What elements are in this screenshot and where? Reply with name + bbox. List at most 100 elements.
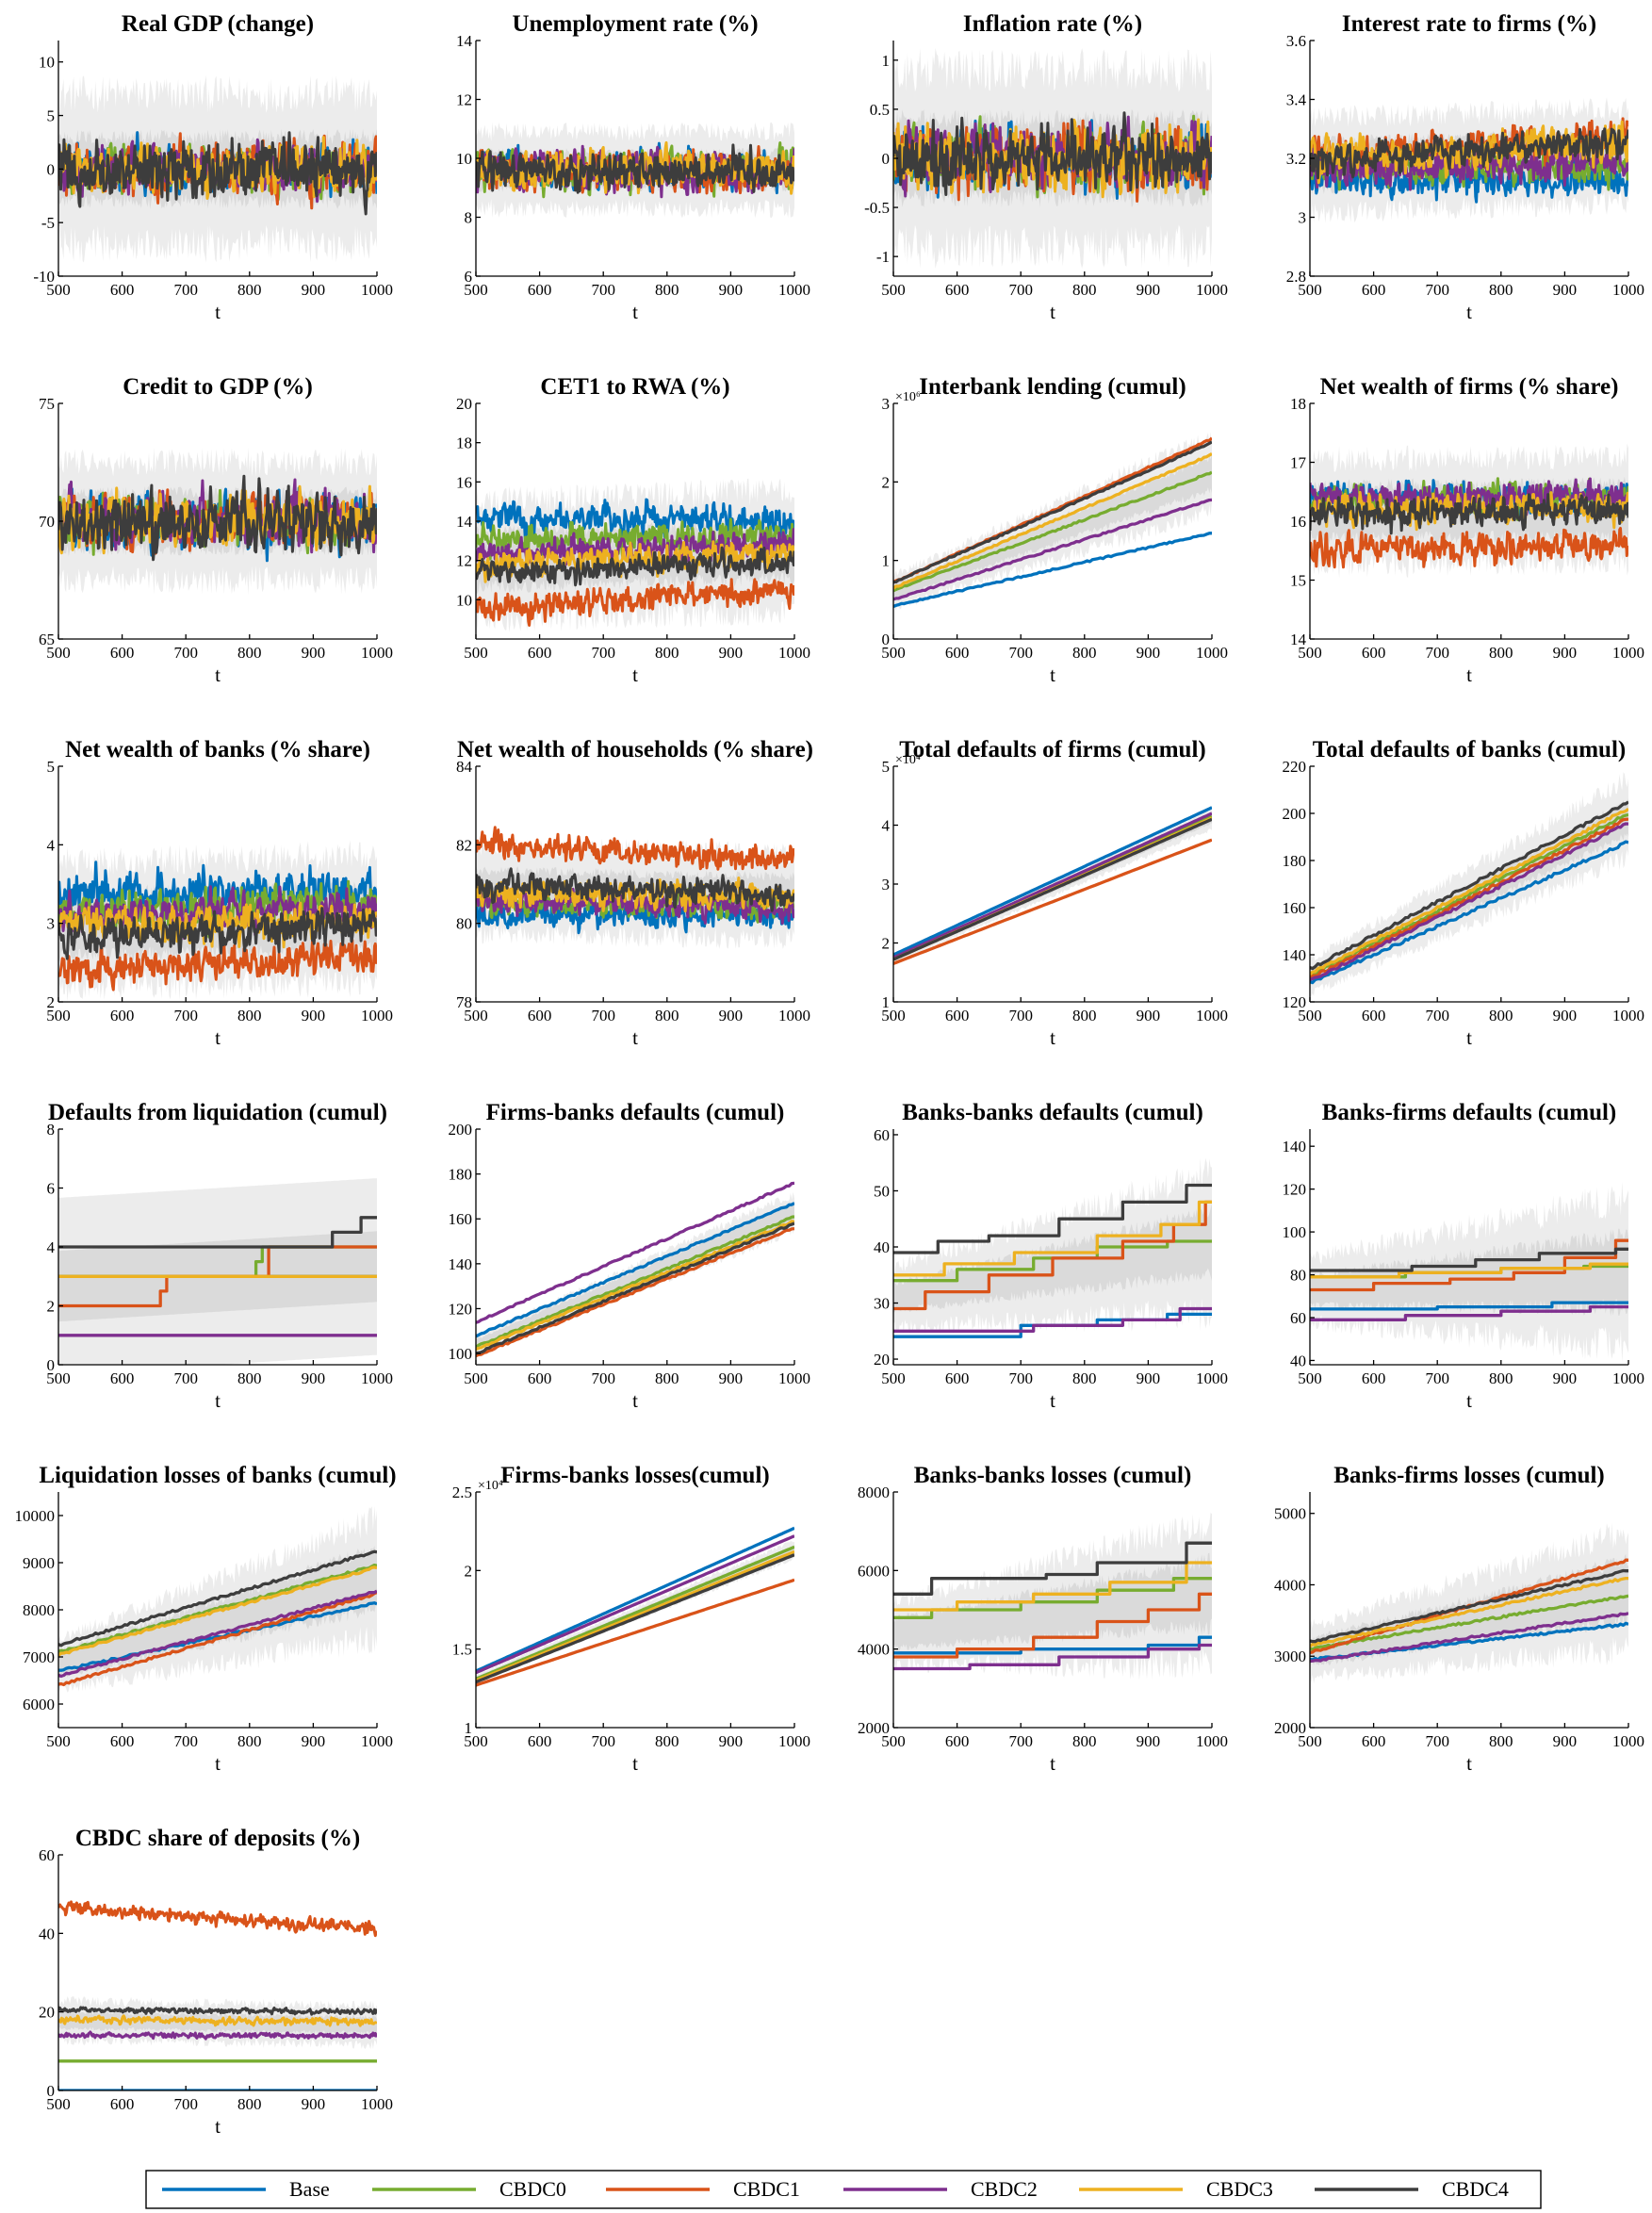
y-tick-label: 160 <box>449 1210 473 1228</box>
panel-title: Defaults from liquidation (cumul) <box>48 1100 387 1125</box>
panel-6: 10 12 14 16 18 20 500 600 700 800 900 1000 t CET1 to … <box>456 374 810 686</box>
x-axis-label: t <box>215 2115 221 2138</box>
x-tick-label: 700 <box>173 1007 198 1025</box>
x-axis-label: t <box>1050 1752 1055 1775</box>
x-tick-label: 900 <box>1553 281 1578 299</box>
series-cbdc1 <box>58 1591 377 1687</box>
x-tick-label: 600 <box>110 1369 135 1387</box>
x-tick-label: 800 <box>655 644 679 662</box>
x-tick-label: 900 <box>1553 644 1578 662</box>
plot-area <box>1310 772 1628 998</box>
panel-16: 40 60 80 100 120 140 500 600 700 800 900 1000 t Banks… <box>1283 1100 1645 1412</box>
panel-21: 0 20 40 60 500 600 700 800 900 1000 t CBDC share of… <box>39 1826 393 2138</box>
y-tick-label: 20 <box>874 1351 890 1369</box>
x-tick-label: 1000 <box>1612 1369 1644 1387</box>
series-cbdc1 <box>476 826 794 871</box>
series-base <box>893 1312 1212 1338</box>
series-cbdc1 <box>1310 527 1628 569</box>
series-cbdc3 <box>893 1200 1212 1277</box>
x-tick-label: 1000 <box>361 1369 393 1387</box>
x-axis-label: t <box>1466 1752 1472 1775</box>
y-tick-label: -1 <box>876 248 890 266</box>
band-inner <box>58 1546 377 1679</box>
x-tick-label: 500 <box>881 644 906 662</box>
band-inner <box>893 453 1212 599</box>
series-cbdc0 <box>893 1577 1212 1619</box>
x-tick-label: 500 <box>881 281 906 299</box>
panel-title: Banks-banks losses (cumul) <box>914 1463 1192 1488</box>
series-cbdc3 <box>1310 808 1628 976</box>
panel-title: Banks-firms defaults (cumul) <box>1322 1100 1617 1125</box>
y-tick-label: 4 <box>47 836 56 854</box>
y-tick-label: 10 <box>39 54 55 72</box>
series-cbdc2 <box>1310 1304 1628 1321</box>
x-tick-label: 900 <box>1553 1732 1578 1750</box>
y-tick-label: 140 <box>449 1255 473 1273</box>
y-tick-label: 1 <box>882 52 891 70</box>
y-tick-label: 6 <box>465 268 473 286</box>
x-tick-label: 700 <box>173 1369 198 1387</box>
series-base <box>893 1635 1212 1655</box>
x-axis-label: t <box>1466 301 1472 323</box>
y-tick-label: 1 <box>465 1719 473 1737</box>
y-tick-label: 18 <box>456 434 472 452</box>
x-tick-label: 500 <box>881 1732 906 1750</box>
x-tick-label: 600 <box>528 1369 552 1387</box>
x-tick-label: 600 <box>945 1369 970 1387</box>
series-cbdc1 <box>476 578 794 627</box>
x-tick-label: 800 <box>655 1732 679 1750</box>
y-tick-label: 20 <box>39 2004 55 2022</box>
x-tick-label: 500 <box>881 1007 906 1025</box>
x-axis-label: t <box>1050 664 1055 686</box>
legend-label-cbdc3: CBDC3 <box>1206 2177 1273 2201</box>
y-tick-label: 140 <box>1283 1138 1307 1156</box>
y-tick-label: 3 <box>882 395 891 413</box>
y-tick-label: 120 <box>449 1300 473 1318</box>
x-tick-label: 1000 <box>361 1732 393 1750</box>
x-tick-label: 800 <box>1072 644 1097 662</box>
x-tick-label: 800 <box>1072 281 1097 299</box>
y-tick-label: 220 <box>1283 758 1307 776</box>
x-tick-label: 900 <box>302 2095 326 2113</box>
series-cbdc2 <box>893 1643 1212 1671</box>
panel-17: 6000 7000 8000 9000 10000 500 600 700 800 900 1000… <box>15 1463 397 1775</box>
x-axis-label: t <box>215 1026 221 1049</box>
y-tick-label: 3 <box>1299 209 1307 227</box>
plot-area <box>893 1157 1212 1338</box>
panel-title: Real GDP (change) <box>122 11 314 37</box>
panel-13: 0 2 4 6 8 500 600 700 800 900 1000 t Defaults from l… <box>46 1100 393 1412</box>
y-tick-label: 2.8 <box>1286 268 1306 286</box>
panel-1: -10 -5 0 5 10 500 600 700 800 900 1000 t Real GDP (c… <box>33 11 393 323</box>
y-tick-label: 20 <box>456 395 472 413</box>
plot-area <box>58 1178 377 1365</box>
x-tick-label: 800 <box>237 281 262 299</box>
series-base <box>893 806 1212 957</box>
x-tick-label: 600 <box>110 644 135 662</box>
y-tick-label: 84 <box>456 758 473 776</box>
x-tick-label: 500 <box>464 281 488 299</box>
x-tick-label: 1000 <box>1196 1369 1228 1387</box>
x-tick-label: 600 <box>110 281 135 299</box>
x-tick-label: 600 <box>1362 281 1386 299</box>
y-tick-label: 8 <box>465 209 473 227</box>
x-tick-label: 700 <box>1008 1369 1033 1387</box>
panel-title: Banks-banks defaults (cumul) <box>902 1100 1203 1125</box>
panel-title: Inflation rate (%) <box>963 11 1142 37</box>
panel-20: 2000 3000 4000 5000 500 600 700 800 900 1000 t Bank… <box>1274 1463 1644 1775</box>
y-tick-label: 16 <box>456 473 472 491</box>
y-tick-label: 200 <box>1283 805 1307 823</box>
x-tick-label: 700 <box>591 644 615 662</box>
panel-15: 20 30 40 50 60 500 600 700 800 900 1000 t Banks-bank… <box>874 1100 1228 1412</box>
panel-title: Firms-banks losses(cumul) <box>500 1463 769 1488</box>
panel-14: 100 120 140 160 180 200 500 600 700 800 900 1000 t Fi… <box>449 1100 811 1412</box>
series-cbdc4 <box>476 1221 794 1355</box>
series-cbdc4 <box>1310 1568 1628 1644</box>
x-tick-label: 1000 <box>1612 281 1644 299</box>
x-tick-label: 800 <box>1489 1007 1513 1025</box>
series-cbdc4 <box>58 907 377 960</box>
x-tick-label: 1000 <box>361 644 393 662</box>
panel-title: CBDC share of deposits (%) <box>75 1826 360 1851</box>
x-tick-label: 600 <box>528 281 552 299</box>
y-tick-label: 8000 <box>23 1601 55 1619</box>
panel-9: 2 3 4 5 500 600 700 800 900 1000 t Net wealth of ba… <box>46 737 393 1049</box>
